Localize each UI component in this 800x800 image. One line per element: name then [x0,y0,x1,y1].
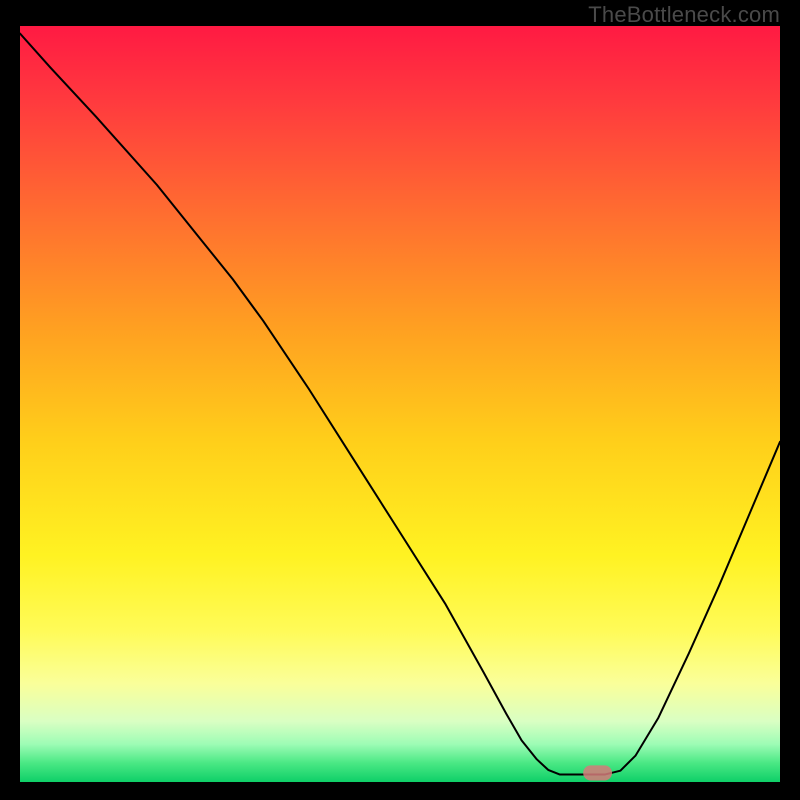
optimum-marker [583,765,612,780]
chart-svg [20,26,780,782]
gradient-background [20,26,780,782]
outer-frame: TheBottleneck.com [0,0,800,800]
watermark-text: TheBottleneck.com [588,2,780,28]
chart-area [20,26,780,782]
